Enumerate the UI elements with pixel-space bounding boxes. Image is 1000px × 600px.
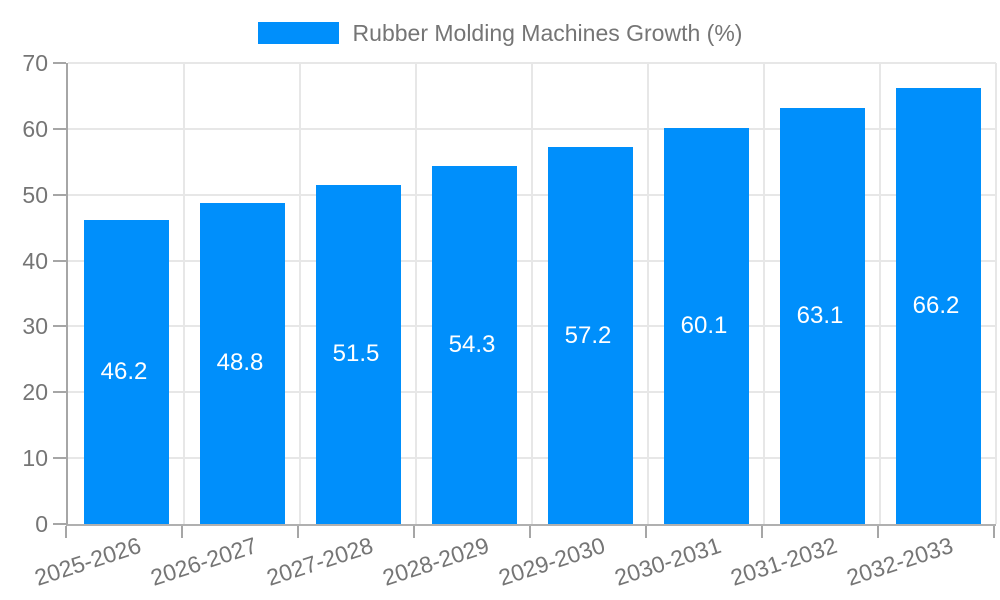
- x-tick-label: 2027-2028: [263, 532, 377, 591]
- x-gridline: [531, 63, 533, 524]
- x-axis-tick: [413, 526, 415, 538]
- x-axis-tick: [993, 526, 995, 538]
- x-axis-tick: [645, 526, 647, 538]
- plot-area: [66, 62, 997, 526]
- y-tick-label: 70: [22, 50, 48, 76]
- y-tick-label: 30: [22, 313, 48, 340]
- bar[interactable]: [431, 166, 517, 524]
- bar[interactable]: [315, 184, 401, 524]
- x-tick-label: 2030-2031: [611, 532, 725, 591]
- y-axis-tick: [53, 127, 66, 130]
- y-axis-tick: [53, 457, 66, 460]
- x-gridline: [183, 63, 185, 524]
- x-axis-tick: [529, 526, 531, 538]
- y-axis-tick: [53, 62, 66, 64]
- y-tick-label: 60: [22, 115, 48, 142]
- bar[interactable]: [199, 202, 285, 524]
- bar[interactable]: [895, 88, 981, 524]
- x-axis-tick: [761, 526, 763, 538]
- y-axis-tick: [53, 193, 66, 196]
- y-axis-tick: [53, 325, 66, 328]
- x-axis-tick: [65, 526, 67, 538]
- x-axis-tick: [181, 526, 183, 538]
- x-axis-tick: [877, 526, 879, 538]
- x-tick-label: 2026-2027: [147, 532, 261, 591]
- y-axis-tick: [53, 523, 66, 525]
- x-tick-label: 2025-2026: [31, 532, 145, 591]
- bar[interactable]: [663, 128, 749, 524]
- x-gridline: [995, 63, 997, 524]
- x-tick-label: 2032-2033: [843, 532, 957, 591]
- y-axis-tick: [53, 391, 66, 394]
- bar[interactable]: [547, 147, 633, 524]
- y-tick-label: 50: [22, 181, 48, 208]
- x-gridline: [415, 63, 417, 524]
- x-gridline: [763, 63, 765, 524]
- y-tick-label: 40: [22, 247, 48, 274]
- bar[interactable]: [779, 108, 865, 524]
- x-axis-tick: [297, 526, 299, 538]
- bar[interactable]: [83, 219, 169, 524]
- y-tick-label: 10: [22, 445, 48, 472]
- y-tick-label: 0: [35, 511, 48, 537]
- x-gridline: [299, 63, 301, 524]
- x-tick-label: 2031-2032: [727, 532, 841, 591]
- y-axis-tick: [53, 259, 66, 262]
- legend-series-label: Rubber Molding Machines Growth (%): [352, 20, 743, 46]
- y-tick-label: 20: [22, 379, 48, 406]
- chart-legend[interactable]: Rubber Molding Machines Growth (%): [0, 20, 1000, 46]
- y-gridline: [68, 62, 996, 64]
- x-gridline: [647, 63, 649, 524]
- x-tick-label: 2028-2029: [379, 532, 493, 591]
- legend-swatch-icon: [257, 22, 339, 44]
- x-gridline: [879, 63, 881, 524]
- x-tick-label: 2029-2030: [495, 532, 609, 591]
